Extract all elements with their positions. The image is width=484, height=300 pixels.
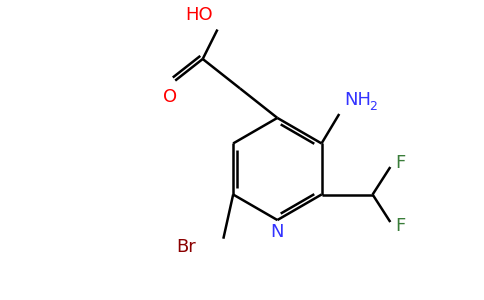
Text: F: F <box>395 217 406 235</box>
Text: F: F <box>395 154 406 172</box>
Text: NH: NH <box>344 91 371 109</box>
Text: N: N <box>271 223 284 241</box>
Text: 2: 2 <box>369 100 377 113</box>
Text: O: O <box>163 88 177 106</box>
Text: Br: Br <box>176 238 196 256</box>
Text: HO: HO <box>185 6 212 24</box>
